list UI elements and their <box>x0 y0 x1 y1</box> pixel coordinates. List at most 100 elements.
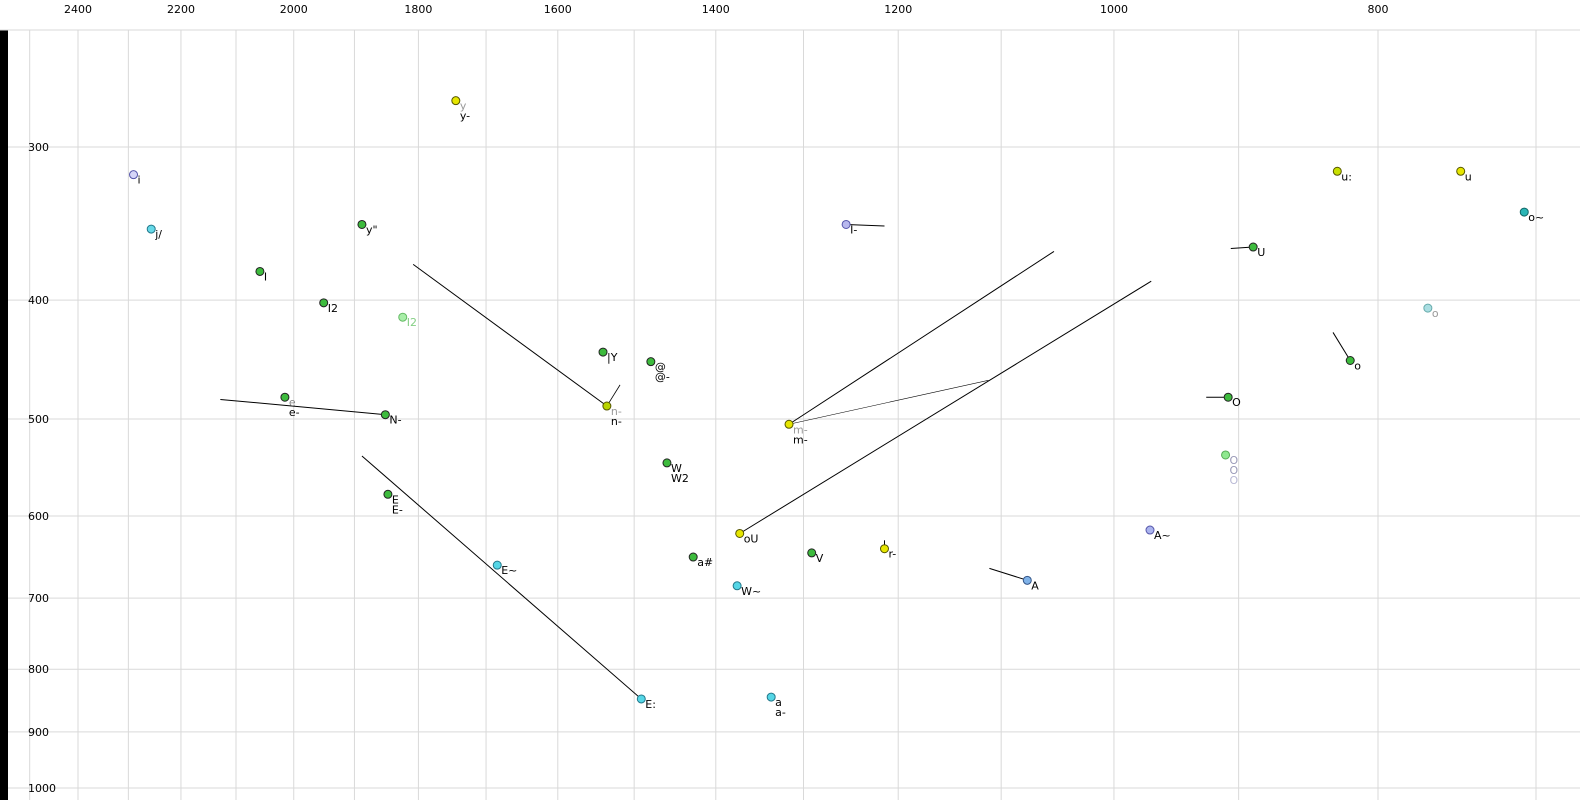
data-point <box>732 581 742 591</box>
point-label: E: <box>645 698 656 711</box>
data-point <box>451 96 461 106</box>
point-label: W2 <box>671 472 689 485</box>
data-point <box>662 458 672 468</box>
point-label: u: <box>1341 170 1352 183</box>
data-point <box>383 489 393 499</box>
data-point <box>1221 450 1231 460</box>
connector-line <box>989 567 1028 581</box>
data-point <box>598 347 608 357</box>
point-label: W <box>671 462 682 475</box>
y-tick-label: 600 <box>28 510 49 523</box>
data-point <box>636 694 646 704</box>
data-point <box>688 552 698 562</box>
point-label: E~ <box>501 564 517 577</box>
x-tick-label: 2200 <box>167 3 195 16</box>
point-label: n- <box>611 415 622 428</box>
data-point <box>1145 525 1155 535</box>
x-tick-label: 1600 <box>544 3 572 16</box>
data-point <box>841 219 851 229</box>
point-label: o <box>1354 359 1361 372</box>
data-point <box>319 298 329 308</box>
data-point <box>784 419 794 429</box>
point-label: O <box>1230 464 1239 477</box>
point-label: |Y <box>607 351 618 364</box>
point-label: e- <box>289 406 300 419</box>
x-tick-label: 2400 <box>64 3 92 16</box>
y-tick-label: 700 <box>28 592 49 605</box>
point-label: e <box>289 396 296 409</box>
data-point <box>1332 166 1342 176</box>
left-edge-bar <box>0 30 8 800</box>
data-point <box>1248 242 1258 252</box>
data-point <box>602 401 612 411</box>
connector-line <box>412 263 608 407</box>
x-tick-label: 1200 <box>884 3 912 16</box>
point-label: a# <box>697 556 713 569</box>
data-point <box>1423 303 1433 313</box>
point-label: u <box>1465 170 1472 183</box>
data-point <box>380 410 390 420</box>
y-tick-label: 400 <box>28 294 49 307</box>
data-point <box>398 312 408 322</box>
point-label: m- <box>793 423 808 436</box>
y-tick-label: 900 <box>28 726 49 739</box>
point-label: a <box>775 696 782 709</box>
data-point <box>1519 207 1529 217</box>
point-label: I2 <box>407 316 417 329</box>
point-label: A <box>1031 579 1039 592</box>
data-point <box>492 560 502 570</box>
point-label: y" <box>366 223 378 236</box>
point-label: E- <box>392 503 403 516</box>
point-label: N- <box>389 414 401 427</box>
point-label: r- <box>888 548 896 561</box>
point-label: m- <box>793 433 808 446</box>
x-tick-label: 1800 <box>404 3 432 16</box>
point-label: n- <box>611 405 622 418</box>
data-point <box>807 548 817 558</box>
data-point <box>1456 166 1466 176</box>
data-point <box>255 266 265 276</box>
point-label: j/ <box>154 228 162 241</box>
point-label: O <box>1230 474 1239 487</box>
point-label: oU <box>744 532 759 545</box>
point-label: I <box>264 270 267 283</box>
data-point <box>280 392 290 402</box>
point-label: @ <box>655 361 666 374</box>
point-label: I- <box>850 223 857 236</box>
data-point <box>735 528 745 538</box>
data-point <box>129 170 139 180</box>
data-point <box>879 544 889 554</box>
data-point <box>1022 575 1032 585</box>
point-label: o <box>1432 307 1439 320</box>
data-point <box>766 692 776 702</box>
y-tick-label: 800 <box>28 663 49 676</box>
point-label: O <box>1230 454 1239 467</box>
connector-line <box>1332 332 1351 361</box>
point-label: o~ <box>1528 211 1544 224</box>
data-point <box>646 357 656 367</box>
point-label: W~ <box>741 585 761 598</box>
x-tick-label: 1400 <box>702 3 730 16</box>
connector-line <box>846 223 885 227</box>
connector-line <box>788 380 989 425</box>
point-label: i <box>138 174 141 187</box>
x-tick-label: 1000 <box>1100 3 1128 16</box>
y-tick-label: 500 <box>28 413 49 426</box>
y-tick-label: 1000 <box>28 782 56 795</box>
point-label: I2 <box>328 302 338 315</box>
data-point <box>1345 355 1355 365</box>
x-tick-label: 800 <box>1368 3 1389 16</box>
connector-line <box>788 250 1055 425</box>
connector-line <box>220 398 386 416</box>
data-point <box>146 224 156 234</box>
connector-line <box>361 455 642 700</box>
point-label: E <box>392 493 399 506</box>
data-point <box>357 219 367 229</box>
connector-line <box>739 280 1152 534</box>
point-label: O <box>1232 396 1241 409</box>
x-tick-label: 2000 <box>280 3 308 16</box>
y-tick-label: 300 <box>28 141 49 154</box>
point-label: @- <box>655 371 670 384</box>
